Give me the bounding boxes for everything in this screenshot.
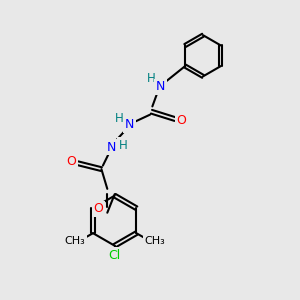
Text: Cl: Cl [109, 249, 121, 262]
Text: H: H [118, 139, 127, 152]
Text: CH₃: CH₃ [64, 236, 85, 246]
Text: N: N [156, 80, 165, 93]
Text: O: O [177, 114, 186, 127]
Text: O: O [66, 155, 76, 168]
Text: H: H [146, 72, 155, 85]
Text: O: O [94, 202, 103, 215]
Text: N: N [125, 118, 134, 131]
Text: H: H [115, 112, 124, 125]
Text: CH₃: CH₃ [144, 236, 165, 246]
Text: N: N [107, 141, 116, 154]
